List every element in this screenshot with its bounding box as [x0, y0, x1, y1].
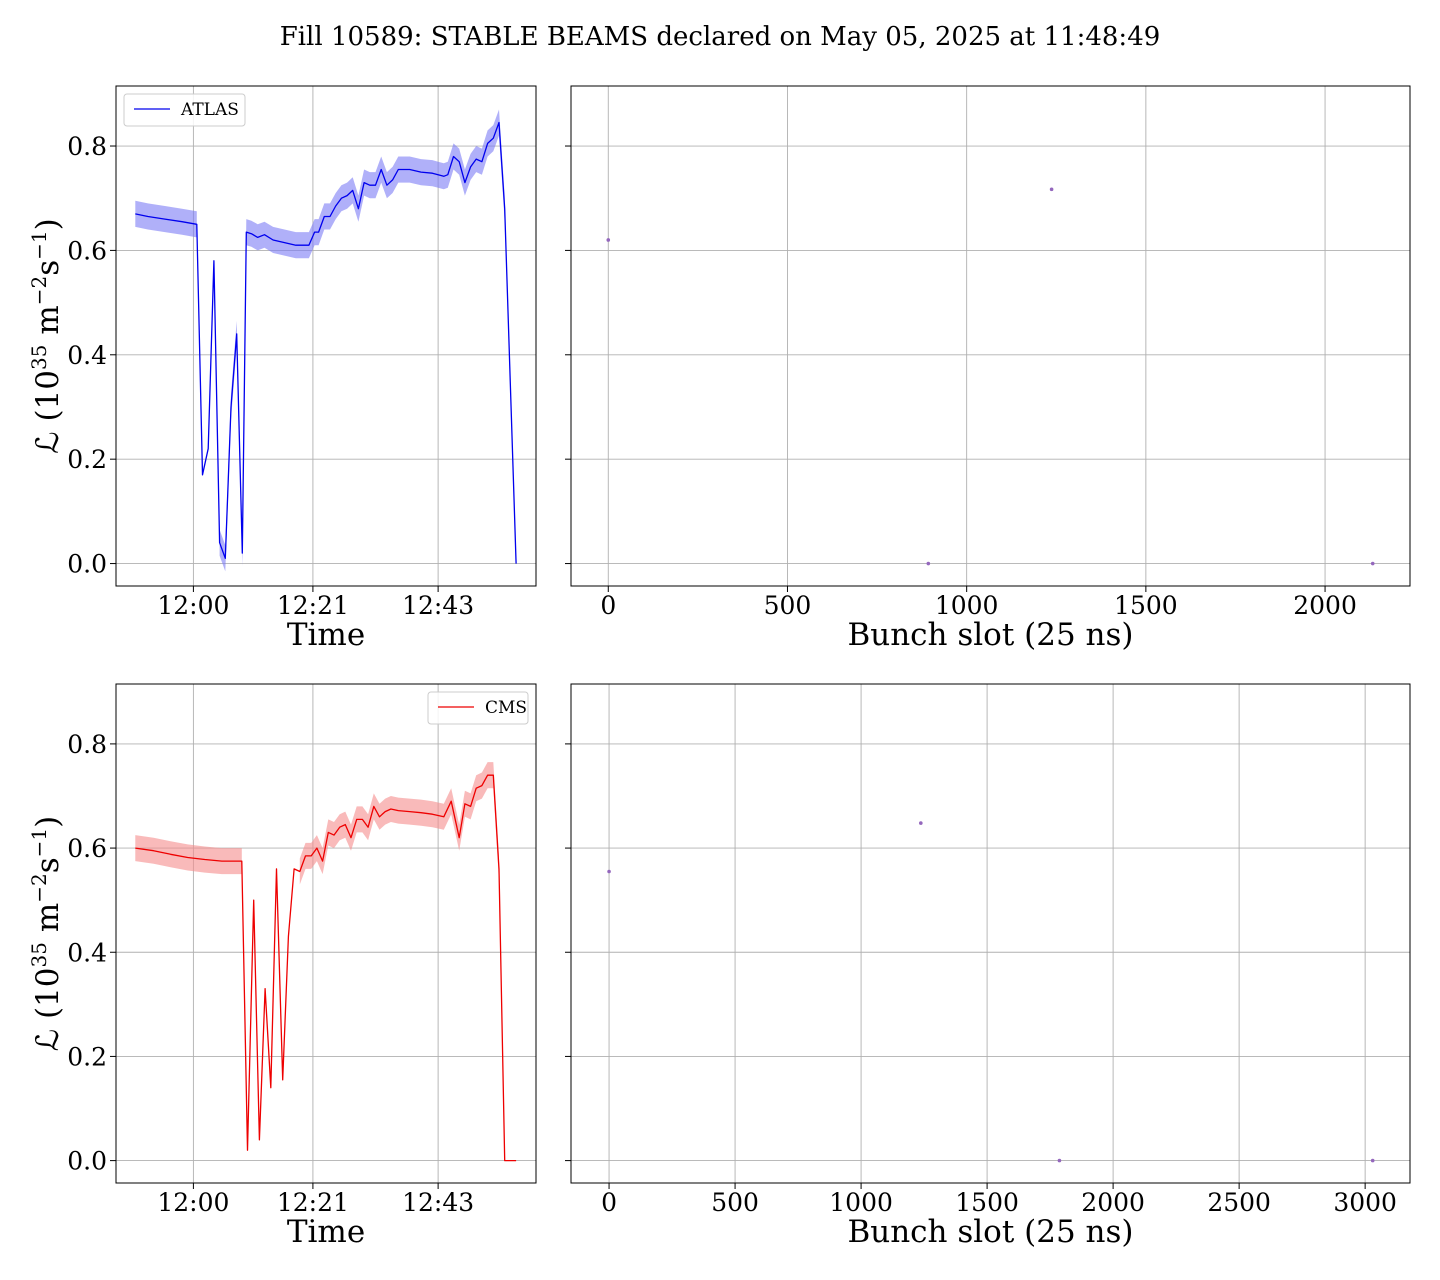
y-tick-label: 0.4: [67, 341, 107, 370]
y-axis-label-part: s: [30, 857, 66, 873]
y-axis-label-part: s: [30, 260, 66, 276]
x-tick-label: 1000: [829, 1188, 893, 1217]
y-tick-label: 0.6: [67, 236, 107, 265]
uncertainty-band: [299, 762, 499, 885]
y-axis-label-part: m: [30, 903, 66, 942]
y-axis-label-part: ℒ (10: [30, 370, 66, 454]
x-tick-label: 12:43: [402, 1188, 474, 1217]
y-tick-label: 0.8: [67, 730, 107, 759]
bunch-point: [1370, 561, 1375, 566]
y-axis-label-part: −1: [27, 828, 51, 857]
x-tick-label: 1500: [955, 1188, 1019, 1217]
x-axis-label: Bunch slot (25 ns): [847, 1214, 1133, 1250]
bunch-point: [1049, 187, 1054, 192]
x-tick-label: 500: [711, 1188, 759, 1217]
x-axis-label: Bunch slot (25 ns): [847, 617, 1133, 653]
y-tick-label: 0.4: [67, 938, 107, 967]
x-tick-label: 0: [601, 1188, 617, 1217]
x-tick-label: 1000: [935, 591, 999, 620]
x-tick-label: 12:00: [157, 591, 229, 620]
series-line-atlas: [135, 121, 517, 564]
bunch-point: [919, 821, 923, 825]
y-axis-label-part: ℒ (10: [30, 967, 66, 1051]
x-tick-label: 12:21: [277, 591, 349, 620]
x-tick-label: 500: [764, 591, 812, 620]
x-tick-label: 2500: [1207, 1188, 1271, 1217]
legend-box: [427, 691, 529, 725]
legend-label: CMS: [485, 698, 527, 718]
uncertainty-band: [219, 109, 505, 572]
x-tick-label: 0: [600, 591, 616, 620]
bunch-point: [1370, 1158, 1375, 1163]
bunch-point: [1057, 1158, 1062, 1163]
x-axis-label: Time: [287, 617, 365, 653]
y-axis-label-part: −2: [27, 873, 51, 902]
y-axis-label-part: −2: [27, 276, 51, 305]
x-tick-label: 12:43: [402, 591, 474, 620]
panel-atlas-luminosity-vs-bunch: 0 500 1000 1500 2000 Bunch slot (25 ns): [565, 85, 1411, 653]
y-tick-label: 0.8: [67, 132, 107, 161]
axes-frame: [570, 683, 1411, 1184]
x-tick-label: 2000: [1081, 1188, 1145, 1217]
panel-cms-luminosity-vs-bunch: 0 500 1000 1500 2000 2500 3000 Bunch slot (25 n…: [565, 683, 1411, 1250]
uncertainty-band: [135, 835, 242, 875]
bunch-point: [607, 869, 611, 874]
y-axis-label-part: −1: [27, 230, 51, 259]
x-tick-label: 1500: [1114, 591, 1178, 620]
y-axis-label-part: 35: [27, 942, 51, 967]
series-line-cms: [135, 774, 517, 1162]
figure-title: Fill 10589: STABLE BEAMS declared on May…: [280, 22, 1161, 52]
axes-frame: [115, 85, 537, 587]
x-tick-label: 12:21: [277, 1188, 349, 1217]
panel-cms-luminosity-vs-time: 12:00 12:21 12:43 0.0 0.2 0.4 0.6 0.8 CMS ℒ (1035…: [27, 683, 537, 1250]
x-tick-label: 2000: [1293, 591, 1357, 620]
y-axis-label: ℒ (1035 m−2s−1): [27, 816, 66, 1051]
y-tick-label: 0.0: [67, 1147, 107, 1176]
y-axis-label: ℒ (1035 m−2s−1): [27, 218, 66, 453]
y-axis-label-part: m: [30, 305, 66, 344]
panel-atlas-luminosity-vs-time: 12:00 12:21 12:43 0.0 0.2 0.4 0.6 0.8 ATLAS ℒ (10…: [27, 85, 537, 653]
axes-frame: [570, 85, 1411, 587]
x-tick-label: 12:00: [157, 1188, 229, 1217]
legend-box: [123, 93, 246, 127]
legend-label: ATLAS: [180, 100, 239, 120]
x-axis-label: Time: [287, 1214, 365, 1250]
axes-frame: [115, 683, 537, 1184]
bunch-point: [926, 561, 931, 566]
bunch-point: [606, 238, 611, 242]
y-axis-label-part: ): [30, 816, 66, 828]
y-tick-label: 0.0: [67, 550, 107, 579]
y-axis-label-part: 35: [27, 345, 51, 370]
y-axis-label-part: ): [30, 218, 66, 230]
y-tick-label: 0.2: [67, 445, 107, 474]
y-tick-label: 0.6: [67, 834, 107, 863]
y-tick-label: 0.2: [67, 1042, 107, 1071]
x-tick-label: 3000: [1333, 1188, 1397, 1217]
